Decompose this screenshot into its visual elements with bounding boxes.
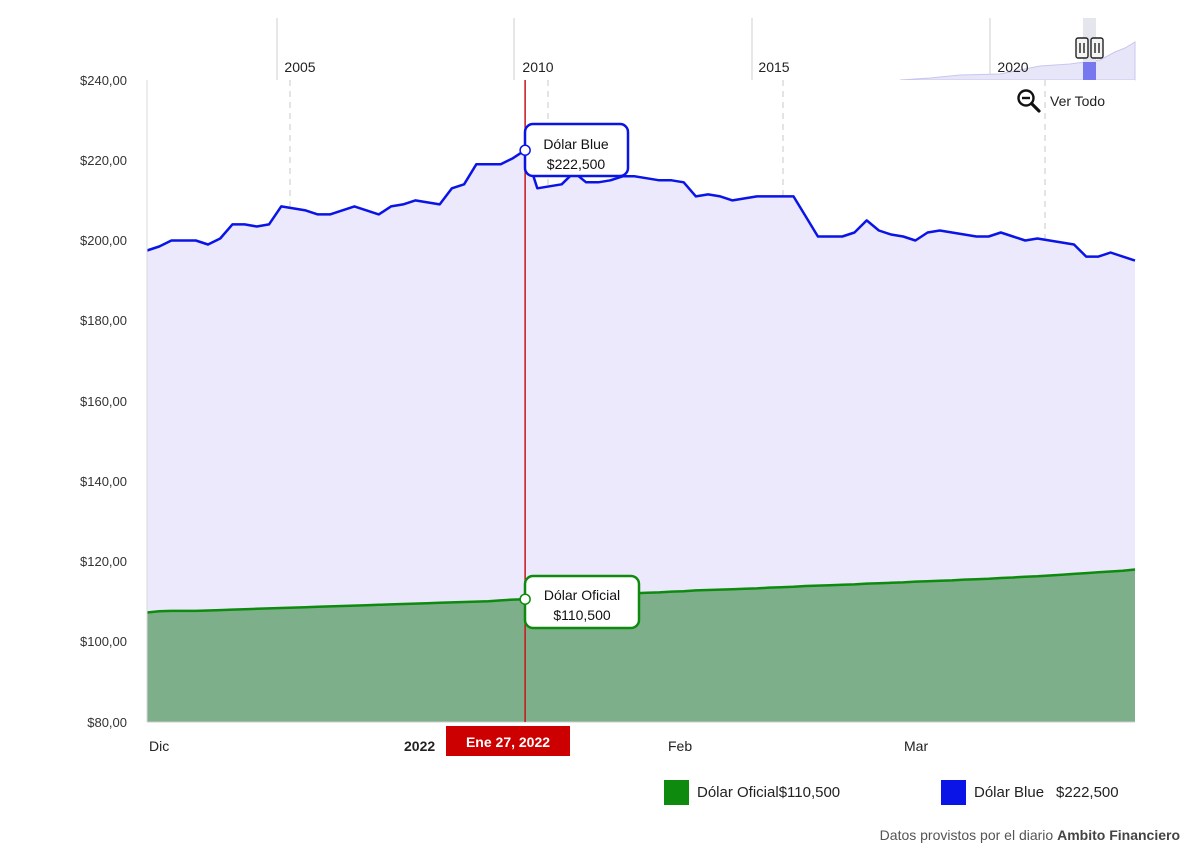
ver-todo-button[interactable]: Ver Todo (1016, 88, 1105, 114)
x-tick-label: 2022 (404, 738, 435, 754)
source-name: Ambito Financiero (1057, 827, 1180, 843)
zoom-out-icon (1017, 89, 1041, 113)
tooltip-dolar-blue: Dólar Blue $222,500 (523, 122, 630, 178)
hover-point-dolar-blue (519, 144, 531, 156)
legend-value: $222,500 (1056, 784, 1119, 801)
navigator-handle-left-icon[interactable] (1075, 37, 1089, 59)
legend-swatch (941, 780, 966, 805)
navigator-year-2005: 2005 (284, 59, 315, 75)
series-area-dolar-oficial (147, 569, 1135, 722)
y-tick-label: $240,00 (80, 73, 127, 88)
ver-todo-label: Ver Todo (1050, 93, 1106, 109)
y-tick-label: $100,00 (80, 634, 127, 649)
source-prefix: Datos provistos por el diario (879, 827, 1058, 843)
navigator-year-2010: 2010 (522, 59, 553, 75)
crosshair-date-text: Ene 27, 2022 (466, 734, 550, 750)
navigator-year-2020: 2020 (997, 59, 1028, 75)
y-tick-label: $180,00 (80, 313, 127, 328)
y-axis: $240,00 $220,00 $200,00 $180,00 $160,00 … (80, 73, 127, 730)
legend-item-dolar-oficial[interactable]: Dólar Oficial $110,500 (664, 780, 840, 805)
navigator[interactable]: 2005 2010 2015 2020 (140, 18, 1136, 81)
tooltip-dolar-oficial: Dólar Oficial $110,500 (523, 574, 641, 630)
y-tick-label: $160,00 (80, 394, 127, 409)
y-tick-label: $120,00 (80, 554, 127, 569)
tooltip-series-name: Dólar Oficial (544, 587, 620, 603)
tooltip-series-value: $222,500 (547, 156, 606, 172)
y-tick-label: $220,00 (80, 153, 127, 168)
legend-swatch (664, 780, 689, 805)
data-source-credit: Datos provistos por el diario Ambito Fin… (880, 827, 1180, 843)
tooltip-series-value: $110,500 (553, 607, 611, 623)
y-tick-label: $80,00 (87, 715, 127, 730)
x-tick-label: Mar (904, 738, 928, 754)
y-tick-label: $140,00 (80, 474, 127, 489)
series-line-dolar-oficial[interactable] (146, 568, 1136, 614)
plot-area (146, 80, 1136, 723)
y-tick-label: $200,00 (80, 233, 127, 248)
x-tick-label: Dic (149, 738, 169, 754)
x-tick-label: Feb (668, 738, 692, 754)
x-axis: Dic 2022 Feb Mar (149, 738, 928, 754)
series-area-dolar-blue (147, 150, 1135, 722)
navigator-year-2015: 2015 (758, 59, 789, 75)
legend-item-dolar-blue[interactable]: Dólar Blue $222,500 (941, 780, 1119, 805)
legend-value: $110,500 (778, 784, 841, 801)
series-line-dolar-blue[interactable] (146, 148, 1136, 262)
crosshair-date-label (446, 726, 570, 756)
tooltip-series-name: Dólar Blue (543, 136, 609, 152)
legend-name: Dólar Oficial (697, 784, 779, 801)
hover-point-dolar-oficial (519, 593, 531, 605)
navigator-handle-right-icon[interactable] (1090, 37, 1104, 59)
legend-name: Dólar Blue (974, 784, 1045, 801)
